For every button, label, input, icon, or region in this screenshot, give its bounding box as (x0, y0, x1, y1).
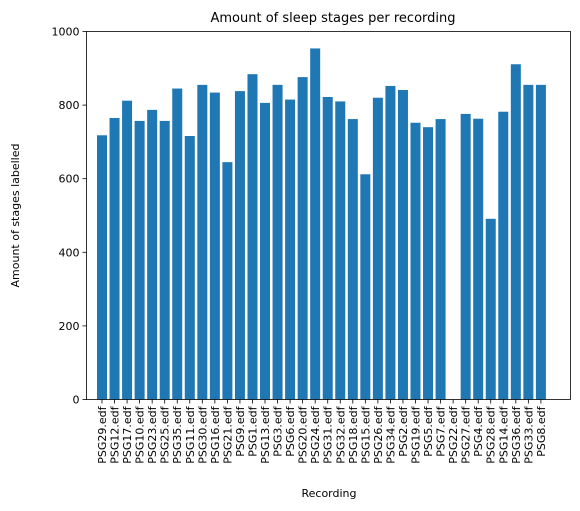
bar-psg9 (234, 91, 245, 400)
bar-psg15 (360, 174, 371, 400)
x-tick-label: PSG5.edf (422, 405, 435, 456)
x-tick-label: PSG31.edf (322, 405, 335, 463)
y-axis-ticks: 0 200 400 600 800 1000 (52, 26, 87, 407)
bar-psg13 (260, 102, 271, 400)
y-axis-label: Amount of stages labelled (9, 144, 22, 288)
x-tick-label: PSG27.edf (460, 405, 473, 463)
bar-psg27 (460, 113, 471, 400)
y-tick-label: 600 (59, 173, 80, 186)
y-tick-label: 1000 (52, 26, 80, 39)
x-tick-label: PSG10.edf (134, 405, 147, 463)
bars-group (97, 48, 546, 400)
bar-psg4 (473, 118, 484, 400)
bar-psg28 (485, 218, 496, 400)
bar-psg16 (209, 92, 220, 400)
bar-psg19 (410, 122, 421, 400)
chart-title: Amount of sleep stages per recording (211, 11, 456, 26)
x-tick-label: PSG28.edf (485, 405, 498, 463)
bar-psg7 (435, 119, 446, 400)
bar-psg17 (122, 100, 133, 400)
bar-psg14 (498, 111, 509, 400)
x-tick-label: PSG1.edf (246, 405, 259, 456)
x-tick-label: PSG16.edf (209, 405, 222, 463)
bar-psg26 (372, 97, 383, 400)
plot-frame (86, 31, 571, 400)
x-tick-label: PSG26.edf (372, 405, 385, 463)
bar-psg20 (297, 77, 308, 400)
bar-psg32 (335, 101, 346, 400)
bar-psg35 (172, 88, 183, 400)
bar-psg11 (184, 136, 195, 400)
x-tick-label: PSG12.edf (109, 405, 122, 463)
x-axis-ticks: PSG29.edf PSG12.edf PSG17.edf PSG10.edf PSG2… (96, 399, 548, 464)
bar-psg5 (423, 127, 434, 400)
x-tick-label: PSG14.edf (497, 405, 510, 463)
bar-psg25 (159, 120, 170, 400)
bar-psg30 (197, 84, 208, 400)
y-tick-label: 400 (59, 246, 80, 259)
x-tick-label: PSG2.edf (397, 405, 410, 456)
y-tick-label: 800 (59, 99, 80, 112)
x-tick-label: PSG34.edf (384, 405, 397, 463)
bar-psg21 (222, 162, 233, 400)
x-tick-label: PSG22.edf (447, 405, 460, 463)
y-tick-label: 0 (73, 394, 80, 407)
bar-psg36 (510, 64, 521, 400)
x-axis-label: Recording (301, 487, 356, 500)
x-tick-label: PSG36.edf (510, 405, 523, 463)
x-tick-label: PSG21.edf (221, 405, 234, 463)
x-tick-label: PSG19.edf (410, 405, 423, 463)
bar-psg31 (322, 97, 333, 400)
bar-psg1 (247, 74, 258, 400)
x-tick-label: PSG20.edf (297, 405, 310, 463)
x-tick-label: PSG4.edf (472, 405, 485, 456)
bar-psg12 (109, 117, 120, 400)
bar-psg6 (285, 99, 296, 400)
x-tick-label: PSG9.edf (234, 405, 247, 456)
x-tick-label: PSG29.edf (96, 405, 109, 463)
x-tick-label: PSG3.edf (272, 405, 285, 456)
x-tick-label: PSG11.edf (184, 405, 197, 463)
x-tick-label: PSG30.edf (196, 405, 209, 463)
x-tick-label: PSG33.edf (522, 405, 535, 463)
x-tick-label: PSG24.edf (309, 405, 322, 463)
bar-psg18 (347, 119, 358, 400)
bar-psg34 (385, 85, 396, 400)
x-tick-label: PSG18.edf (347, 405, 360, 463)
x-tick-label: PSG17.edf (121, 405, 134, 463)
x-tick-label: PSG23.edf (146, 405, 159, 463)
x-tick-label: PSG32.edf (334, 405, 347, 463)
bar-psg33 (523, 84, 534, 400)
x-tick-label: PSG6.edf (284, 405, 297, 456)
bar-psg8 (535, 84, 546, 400)
bar-psg2 (397, 90, 408, 400)
bar-psg3 (272, 84, 283, 400)
x-tick-label: PSG8.edf (535, 405, 548, 456)
bar-psg24 (310, 48, 321, 400)
x-tick-label: PSG13.edf (259, 405, 272, 463)
x-tick-label: PSG15.edf (359, 405, 372, 463)
y-tick-label: 200 (59, 320, 80, 333)
bar-psg23 (147, 109, 158, 400)
x-tick-label: PSG7.edf (435, 405, 448, 456)
bar-psg29 (97, 135, 107, 400)
x-tick-label: PSG35.edf (171, 405, 184, 463)
x-tick-label: PSG25.edf (159, 405, 172, 463)
bar-psg10 (134, 120, 145, 400)
